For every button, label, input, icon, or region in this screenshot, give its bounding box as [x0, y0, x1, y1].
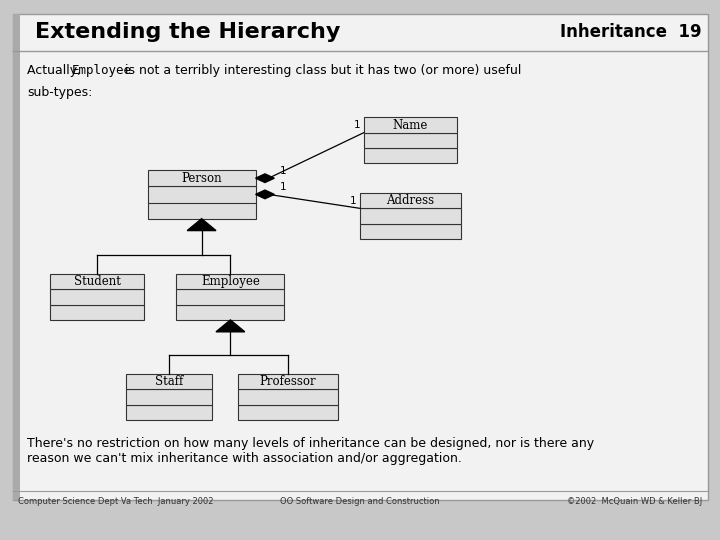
Text: Name: Name	[392, 119, 428, 132]
Text: 1: 1	[350, 195, 356, 206]
Bar	[13, 14, 20, 500]
Text: OO Software Design and Construction: OO Software Design and Construction	[280, 497, 440, 505]
Bar	[176, 289, 284, 305]
Polygon shape	[187, 219, 216, 231]
Text: Computer Science Dept Va Tech  January 2002: Computer Science Dept Va Tech January 20…	[18, 497, 214, 505]
Bar	[50, 305, 144, 320]
Bar	[238, 389, 338, 404]
Bar	[360, 224, 461, 239]
Bar	[364, 133, 457, 148]
Text: Address: Address	[387, 194, 434, 207]
Bar	[364, 148, 457, 163]
Text: 1: 1	[354, 120, 360, 130]
Bar	[360, 193, 461, 208]
FancyBboxPatch shape	[13, 14, 708, 500]
Text: 1: 1	[280, 165, 287, 176]
Text: Actually,: Actually,	[27, 64, 86, 77]
Polygon shape	[216, 320, 245, 332]
Bar	[238, 404, 338, 420]
Text: 1: 1	[280, 181, 287, 192]
Text: Extending the Hierarchy: Extending the Hierarchy	[35, 22, 340, 43]
Bar	[238, 374, 338, 389]
Bar	[126, 389, 212, 404]
Bar	[148, 186, 256, 202]
Text: Student: Student	[73, 275, 121, 288]
Polygon shape	[256, 190, 274, 199]
Bar	[360, 208, 461, 224]
Bar	[148, 202, 256, 219]
Text: Employee: Employee	[72, 64, 132, 77]
Text: sub-types:: sub-types:	[27, 86, 93, 99]
Text: Inheritance  19: Inheritance 19	[560, 23, 702, 42]
Bar	[364, 117, 457, 133]
Text: Professor: Professor	[260, 375, 316, 388]
Bar	[50, 289, 144, 305]
Bar	[148, 170, 256, 186]
Bar	[176, 305, 284, 320]
Bar	[126, 374, 212, 389]
Text: There's no restriction on how many levels of inheritance can be designed, nor is: There's no restriction on how many level…	[27, 437, 595, 465]
Bar	[176, 274, 284, 289]
Text: Employee: Employee	[201, 275, 260, 288]
Polygon shape	[256, 174, 274, 183]
Text: is not a terribly interesting class but it has two (or more) useful: is not a terribly interesting class but …	[121, 64, 521, 77]
Text: Person: Person	[181, 172, 222, 185]
Bar	[126, 404, 212, 420]
Text: ©2002  McQuain WD & Keller BJ: ©2002 McQuain WD & Keller BJ	[567, 497, 702, 505]
Text: Staff: Staff	[155, 375, 184, 388]
Bar	[50, 274, 144, 289]
